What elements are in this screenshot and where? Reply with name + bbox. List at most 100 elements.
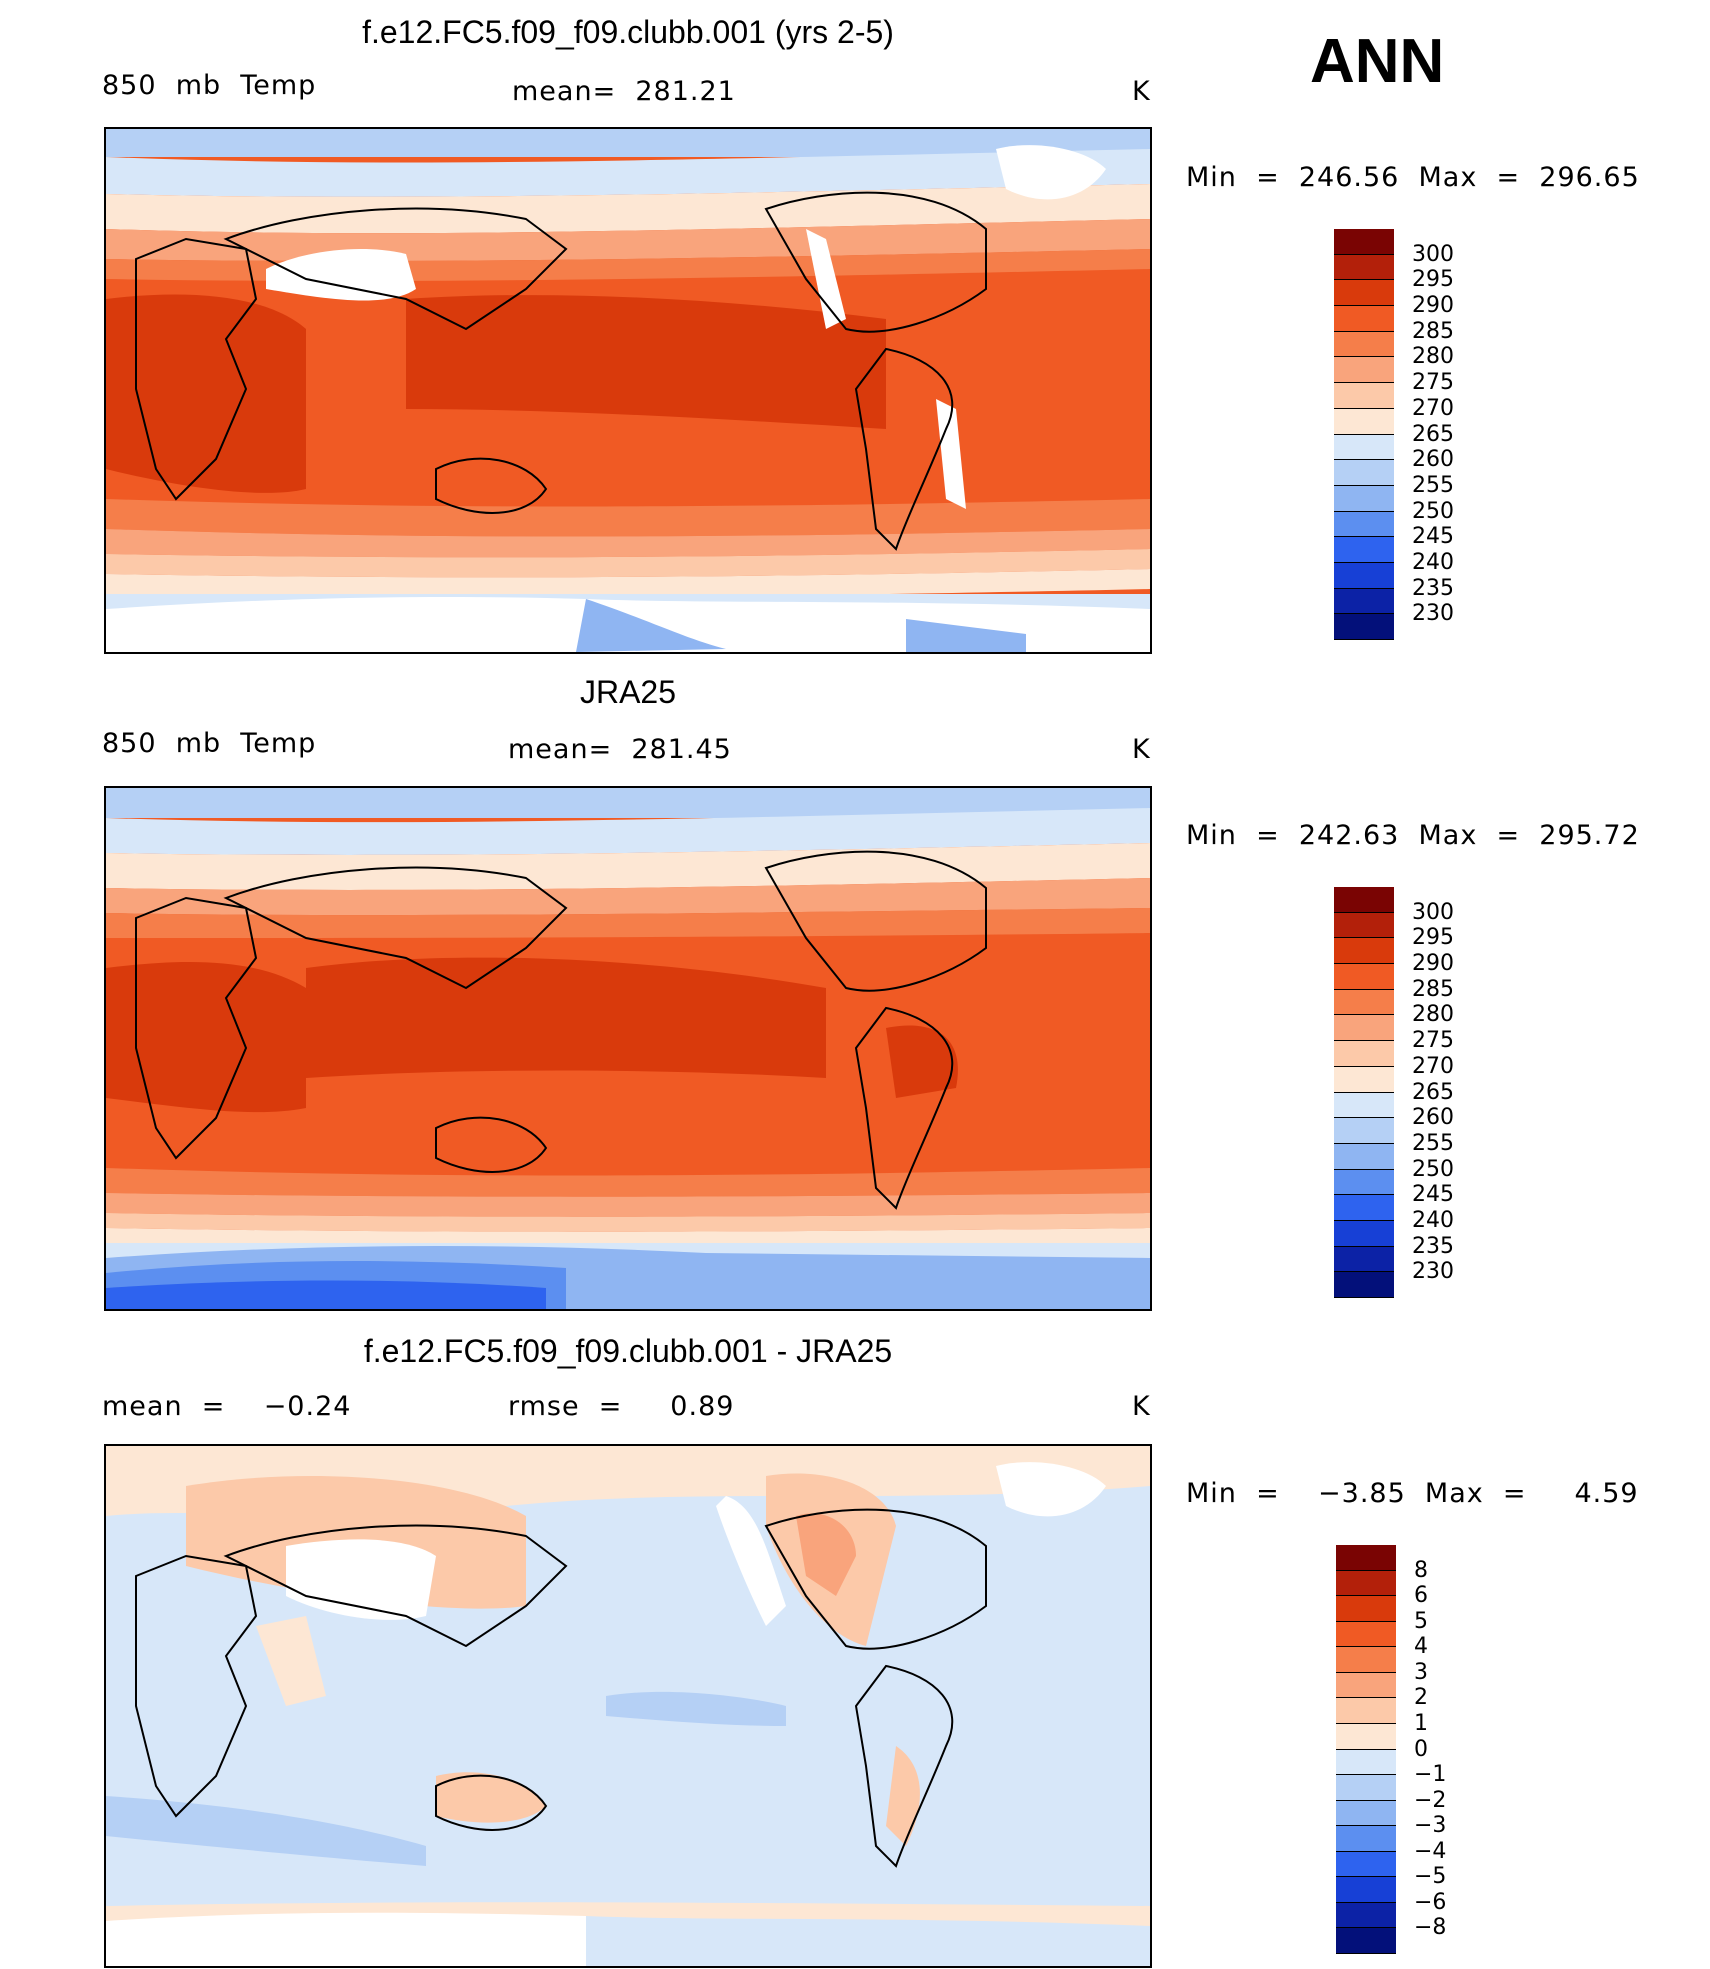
colorbar-box [1334,331,1394,358]
colorbar-box [1334,537,1394,563]
colorbar-box [1336,1877,1396,1903]
colorbar-label: 255 [1412,1130,1454,1156]
colorbar-box [1336,1851,1396,1878]
colorbar-box [1334,1066,1394,1093]
colorbar-label: 260 [1412,447,1454,473]
colorbar-box [1334,588,1394,615]
colorbar-box [1334,912,1394,939]
colorbar-label: 275 [1412,370,1454,396]
colorbar-box [1334,1092,1394,1119]
panel2-minmax: Min = 242.63 Max = 295.72 [1186,820,1640,851]
colorbar-label: 270 [1412,1053,1454,1079]
panel1-mean-label: mean= 281.21 [512,76,736,107]
panel3-map-svg [106,1446,1150,1966]
colorbar-box [1336,1672,1396,1699]
colorbar-label: 270 [1412,395,1454,421]
panel3-title: f.e12.FC5.f09_f09.clubb.001 - JRA25 [363,1333,893,1369]
panel2-map-svg [106,788,1150,1309]
panel2-variable-label: 850 mb Temp [102,728,317,759]
panel3-mean-label: mean = −0.24 [102,1391,352,1422]
colorbar-label: 290 [1412,293,1454,319]
panel2-title: JRA25 [579,674,677,710]
colorbar-box [1336,1698,1396,1724]
panel2-mean-label: mean= 281.45 [508,734,732,765]
colorbar-label: 290 [1412,951,1454,977]
colorbar-label: 255 [1412,472,1454,498]
colorbar-label: −5 [1414,1864,1447,1890]
colorbar-label: −4 [1414,1838,1447,1864]
colorbar-label: 265 [1412,1079,1454,1105]
colorbar-box [1334,254,1394,281]
colorbar-label: −1 [1414,1762,1447,1788]
colorbar-box [1336,1749,1396,1776]
colorbar-label: 0 [1414,1736,1428,1762]
colorbar-label: 295 [1412,925,1454,951]
colorbar-label: −6 [1414,1889,1447,1915]
panel3-minmax: Min = −3.85 Max = 4.59 [1186,1478,1639,1509]
colorbar-box [1334,1246,1394,1273]
panel1-map-svg [106,129,1150,652]
colorbar-box [1336,1902,1396,1929]
colorbar-box [1336,1545,1396,1571]
panel1-colorbar: 300 295 290 285 280 275 270 265 260 255 250 245 240 2… [1334,229,1454,640]
panel1-minmax: Min = 246.56 Max = 296.65 [1186,162,1640,193]
colorbar-box [1334,562,1394,589]
panel2-colorbar: 300 295 290 285 280 275 270 265 260 255 250 245 240 2… [1334,887,1454,1298]
panel3-colorbar: 8 6 5 4 3 2 1 0 −1 −2 −3 −4 −5 −6 −8 [1336,1545,1446,1954]
colorbar-box [1334,460,1394,486]
colorbar-label: 230 [1412,601,1454,627]
colorbar-label: 3 [1414,1659,1428,1685]
colorbar-box [1334,938,1394,965]
colorbar-label: 260 [1412,1105,1454,1131]
colorbar-box [1334,887,1394,913]
colorbar-label: −2 [1414,1787,1447,1813]
colorbar-label: 235 [1412,575,1454,601]
colorbar-box [1336,1826,1396,1852]
colorbar-box [1334,383,1394,409]
colorbar-box [1336,1647,1396,1673]
colorbar-box [1334,1169,1394,1196]
colorbar-box [1336,1928,1396,1954]
panel3-units: K [1132,1391,1151,1422]
colorbar-box [1334,989,1394,1016]
colorbar-label: 250 [1412,498,1454,524]
colorbar-label: 280 [1412,1002,1454,1028]
colorbar-box [1334,1015,1394,1042]
colorbar-box [1336,1723,1396,1750]
colorbar-box [1336,1775,1396,1801]
colorbar-box [1334,614,1394,640]
colorbar-box [1334,1041,1394,1067]
colorbar-box [1334,357,1394,384]
panel1-map [104,127,1152,654]
colorbar-box [1336,1621,1396,1648]
colorbar-label: 4 [1414,1634,1428,1660]
colorbar-box [1334,1143,1394,1170]
colorbar-label: 2 [1414,1685,1428,1711]
colorbar-box [1334,485,1394,512]
colorbar-label: −3 [1414,1813,1447,1839]
colorbar-box [1334,1272,1394,1298]
colorbar-label: 5 [1414,1608,1428,1634]
colorbar-box [1334,408,1394,435]
colorbar-label: 245 [1412,524,1454,550]
colorbar-label: 265 [1412,421,1454,447]
panel2-map [104,786,1152,1311]
colorbar-label: 235 [1412,1233,1454,1259]
colorbar-label: 245 [1412,1182,1454,1208]
colorbar-box [1334,306,1394,332]
colorbar-label: 295 [1412,267,1454,293]
colorbar-box [1334,280,1394,307]
colorbar-box [1334,1220,1394,1247]
colorbar-label: 300 [1412,899,1454,925]
colorbar-label: 8 [1414,1557,1428,1583]
colorbar-box [1334,1118,1394,1144]
colorbar-box [1334,1195,1394,1221]
colorbar-label: 285 [1412,318,1454,344]
colorbar-label: 300 [1412,241,1454,267]
panel1-title: f.e12.FC5.f09_f09.clubb.001 (yrs 2-5) [362,14,894,50]
colorbar-label: 1 [1414,1710,1428,1736]
colorbar-label: −8 [1414,1915,1447,1941]
colorbar-label: 275 [1412,1028,1454,1054]
colorbar-box [1336,1800,1396,1827]
panel3-rmse-label: rmse = 0.89 [508,1391,735,1422]
